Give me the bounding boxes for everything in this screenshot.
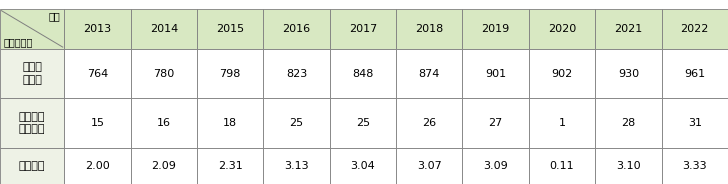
Text: 2.00: 2.00 — [85, 161, 110, 171]
Bar — [64, 148, 130, 184]
Bar — [662, 98, 728, 148]
Bar — [130, 98, 197, 148]
Text: 3.09: 3.09 — [483, 161, 508, 171]
Text: 27: 27 — [488, 118, 503, 128]
Bar — [264, 49, 330, 98]
Text: 764: 764 — [87, 69, 108, 79]
Bar — [330, 98, 396, 148]
Text: 最低賃金額: 最低賃金額 — [4, 37, 33, 47]
Text: 798: 798 — [219, 69, 241, 79]
Text: 2013: 2013 — [83, 24, 111, 34]
Text: 2017: 2017 — [349, 24, 377, 34]
Bar — [197, 49, 264, 98]
Bar — [64, 9, 130, 49]
Text: 3.10: 3.10 — [616, 161, 641, 171]
Bar — [462, 98, 529, 148]
Text: 823: 823 — [286, 69, 307, 79]
Bar — [130, 9, 197, 49]
Text: 2015: 2015 — [216, 24, 244, 34]
Bar — [197, 148, 264, 184]
Bar — [197, 9, 264, 49]
Text: 2022: 2022 — [681, 24, 709, 34]
Bar — [529, 9, 596, 49]
Bar — [130, 148, 197, 184]
Bar — [330, 49, 396, 98]
Text: 901: 901 — [485, 69, 506, 79]
Text: 2.31: 2.31 — [218, 161, 242, 171]
Bar — [462, 49, 529, 98]
Bar — [462, 148, 529, 184]
Bar — [596, 9, 662, 49]
Bar — [529, 98, 596, 148]
Text: 2021: 2021 — [614, 24, 643, 34]
Bar — [662, 49, 728, 98]
Bar — [596, 49, 662, 98]
Bar — [596, 98, 662, 148]
Text: 18: 18 — [223, 118, 237, 128]
Text: 2.09: 2.09 — [151, 161, 176, 171]
Bar — [130, 49, 197, 98]
Bar — [662, 148, 728, 184]
Bar — [396, 148, 462, 184]
Bar — [596, 148, 662, 184]
Text: 26: 26 — [422, 118, 436, 128]
Bar — [529, 148, 596, 184]
Text: 3.33: 3.33 — [682, 161, 707, 171]
Bar — [64, 49, 130, 98]
Text: 25: 25 — [356, 118, 370, 128]
Bar — [0, 49, 64, 98]
Bar — [330, 148, 396, 184]
Text: 2018: 2018 — [415, 24, 443, 34]
Text: 874: 874 — [419, 69, 440, 79]
Text: 3.13: 3.13 — [284, 161, 309, 171]
Bar — [0, 9, 64, 49]
Text: 16: 16 — [157, 118, 171, 128]
Bar — [330, 9, 396, 49]
Bar — [396, 49, 462, 98]
Bar — [264, 98, 330, 148]
Text: 28: 28 — [621, 118, 636, 128]
Text: 前年度比: 前年度比 — [19, 161, 45, 171]
Bar — [396, 9, 462, 49]
Text: 930: 930 — [618, 69, 639, 79]
Text: 780: 780 — [153, 69, 175, 79]
Text: 2019: 2019 — [481, 24, 510, 34]
Text: 902: 902 — [551, 69, 573, 79]
Text: 31: 31 — [688, 118, 702, 128]
Bar — [0, 98, 64, 148]
Bar — [64, 98, 130, 148]
Text: 0.11: 0.11 — [550, 161, 574, 171]
Bar — [662, 9, 728, 49]
Bar — [264, 9, 330, 49]
Text: 2014: 2014 — [150, 24, 178, 34]
Text: 15: 15 — [90, 118, 104, 128]
Bar — [396, 98, 462, 148]
Text: 年度: 年度 — [49, 11, 60, 21]
Bar — [197, 98, 264, 148]
Text: 961: 961 — [684, 69, 705, 79]
Text: 2020: 2020 — [548, 24, 576, 34]
Text: 3.07: 3.07 — [417, 161, 442, 171]
Bar — [462, 9, 529, 49]
Bar — [264, 148, 330, 184]
Text: 1: 1 — [558, 118, 566, 128]
Text: 848: 848 — [352, 69, 373, 79]
Text: 2016: 2016 — [282, 24, 311, 34]
Text: 3.04: 3.04 — [351, 161, 376, 171]
Bar — [0, 148, 64, 184]
Text: 時間額
（円）: 時間額 （円） — [22, 62, 42, 85]
Bar — [529, 49, 596, 98]
Text: 25: 25 — [290, 118, 304, 128]
Text: 対前年度
引上げ額: 対前年度 引上げ額 — [19, 112, 45, 134]
